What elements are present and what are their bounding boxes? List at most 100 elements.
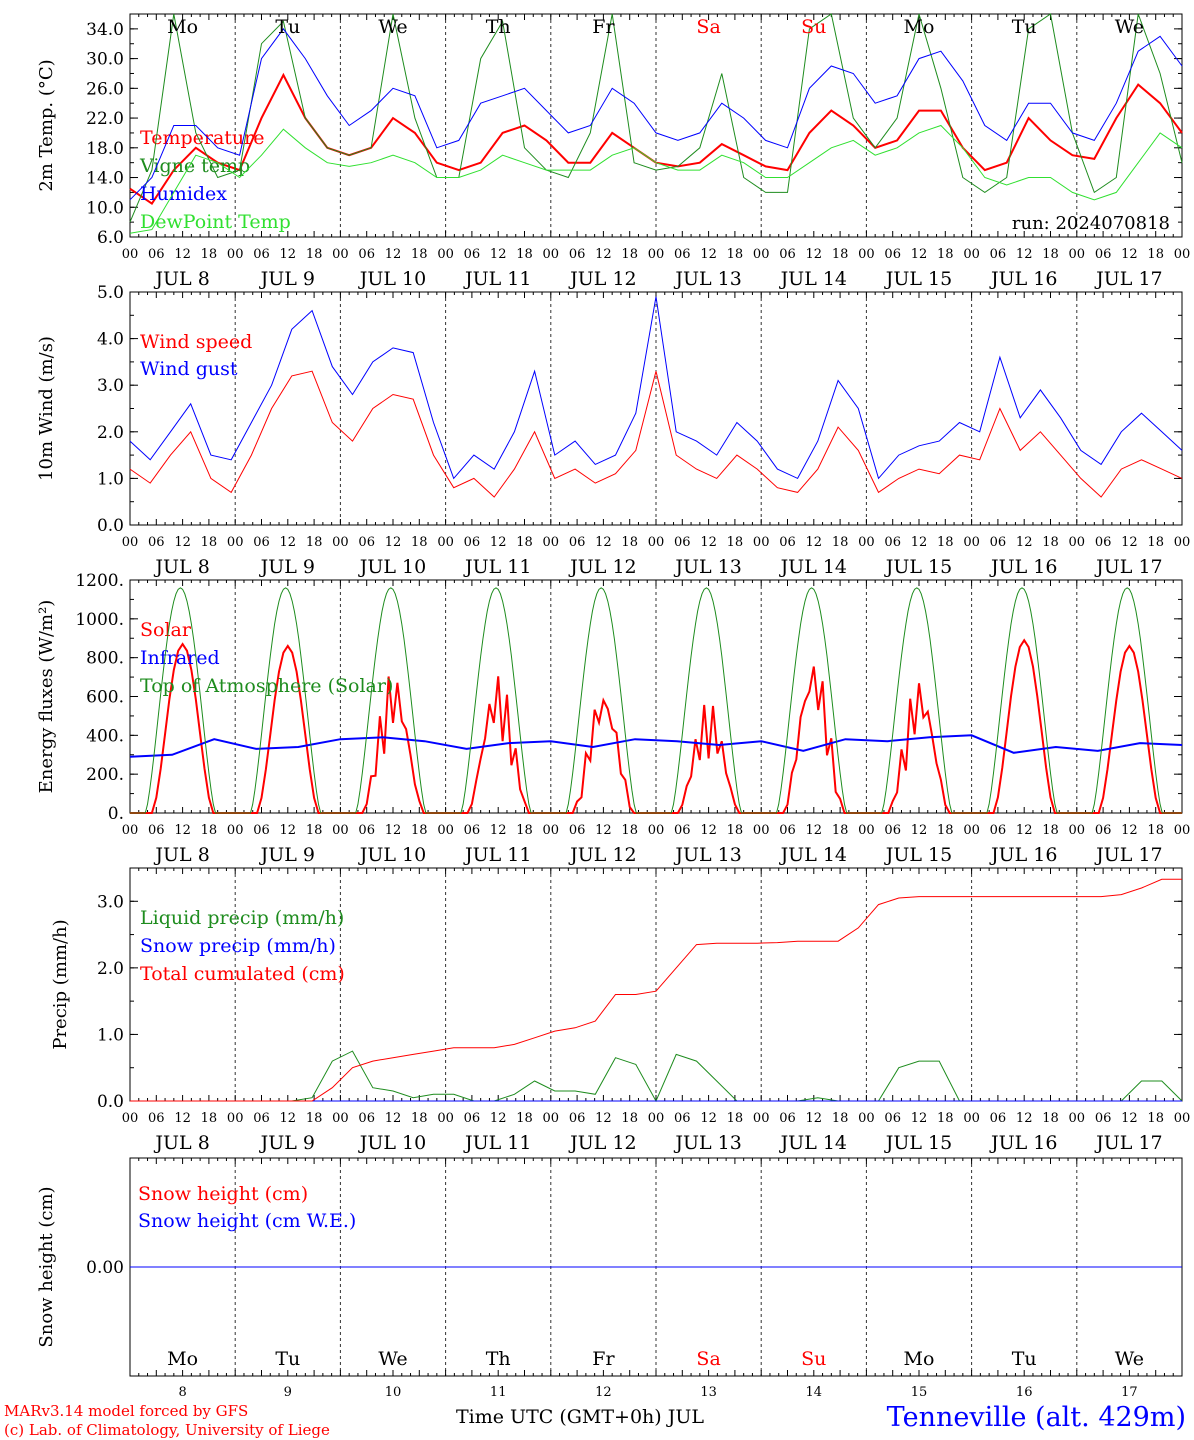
day-name-label: Fr xyxy=(592,1348,615,1370)
date-label: JUL 8 xyxy=(153,844,209,866)
hour-tick-label: 18 xyxy=(516,1111,533,1126)
hour-tick-label: 00 xyxy=(1174,823,1191,838)
day-number-label: 8 xyxy=(178,1385,186,1400)
hour-tick-label: 06 xyxy=(1095,535,1112,550)
hour-tick-label: 00 xyxy=(648,535,665,550)
hour-tick-label: 18 xyxy=(201,247,218,262)
hour-tick-label: 06 xyxy=(779,1111,796,1126)
hour-tick-label: 12 xyxy=(174,535,191,550)
hour-tick-label: 00 xyxy=(858,535,875,550)
legend-entry: Snow height (cm W.E.) xyxy=(138,1210,356,1232)
y-tick-label: 34.0 xyxy=(86,20,124,40)
date-label: JUL 13 xyxy=(673,268,741,290)
hour-tick-label: 00 xyxy=(858,823,875,838)
hour-tick-label: 12 xyxy=(700,247,717,262)
date-label: JUL 11 xyxy=(463,556,531,578)
y-tick-label: 22.0 xyxy=(86,109,124,129)
hour-tick-label: 18 xyxy=(937,535,954,550)
series-line-wind-speed xyxy=(129,370,1183,498)
day-name-label: Tu xyxy=(1012,16,1037,38)
hour-tick-label: 06 xyxy=(674,247,691,262)
hour-tick-label: 00 xyxy=(1069,823,1086,838)
hour-tick-label: 12 xyxy=(595,1111,612,1126)
hour-tick-label: 12 xyxy=(911,247,928,262)
hour-tick-label: 06 xyxy=(253,535,270,550)
date-label: JUL 14 xyxy=(779,556,847,578)
hour-tick-label: 18 xyxy=(516,823,533,838)
hour-tick-label: 00 xyxy=(963,247,980,262)
hour-tick-label: 06 xyxy=(358,1111,375,1126)
date-label: JUL 16 xyxy=(989,844,1057,866)
date-label: JUL 8 xyxy=(153,556,209,578)
day-name-label: Su xyxy=(801,1348,826,1370)
hour-tick-label: 18 xyxy=(832,535,849,550)
hour-tick-label: 06 xyxy=(569,535,586,550)
date-label: JUL 9 xyxy=(259,268,315,290)
hour-tick-label: 18 xyxy=(516,535,533,550)
legend-entry: Snow height (cm) xyxy=(138,1183,308,1205)
y-axis-label: 10m Wind (m/s) xyxy=(36,336,57,481)
date-label: JUL 17 xyxy=(1094,1132,1162,1154)
hour-tick-label: 12 xyxy=(385,823,402,838)
y-tick-label: 600. xyxy=(86,688,124,708)
hour-tick-label: 06 xyxy=(464,247,481,262)
date-label: JUL 14 xyxy=(779,844,847,866)
hour-tick-label: 00 xyxy=(1069,247,1086,262)
series-line-dewpoint-temp xyxy=(129,124,1183,234)
hour-tick-label: 18 xyxy=(937,823,954,838)
hour-tick-label: 06 xyxy=(358,823,375,838)
hour-tick-label: 12 xyxy=(174,1111,191,1126)
hour-tick-label: 12 xyxy=(911,823,928,838)
hour-tick-label: 06 xyxy=(884,247,901,262)
hour-tick-label: 18 xyxy=(621,535,638,550)
hour-tick-label: 00 xyxy=(122,535,139,550)
hour-tick-label: 06 xyxy=(464,1111,481,1126)
hour-tick-label: 00 xyxy=(1174,535,1191,550)
hour-tick-label: 18 xyxy=(832,247,849,262)
y-tick-label: 5.0 xyxy=(97,283,124,303)
hour-tick-label: 18 xyxy=(411,247,428,262)
date-label: JUL 17 xyxy=(1094,844,1162,866)
model-credit: MARv3.14 model forced by GFS xyxy=(4,1402,249,1420)
hour-tick-label: 18 xyxy=(306,1111,323,1126)
day-name-label: Tu xyxy=(275,1348,300,1370)
y-tick-label: 0. xyxy=(108,804,124,824)
y-axis-label: 2m Temp. (°C) xyxy=(36,59,57,191)
hour-tick-label: 18 xyxy=(727,1111,744,1126)
hour-tick-label: 06 xyxy=(884,1111,901,1126)
hour-tick-label: 18 xyxy=(201,535,218,550)
hour-tick-label: 00 xyxy=(332,1111,349,1126)
hour-tick-label: 18 xyxy=(411,535,428,550)
hour-tick-label: 18 xyxy=(727,247,744,262)
hour-tick-label: 18 xyxy=(621,823,638,838)
series-line-vigne-temp xyxy=(129,13,1183,223)
y-tick-label: 200. xyxy=(86,765,124,785)
hour-tick-label: 12 xyxy=(806,823,823,838)
hour-tick-label: 12 xyxy=(1121,535,1138,550)
series-line-liquid-precip-mm-h- xyxy=(130,1050,1183,1103)
hour-tick-label: 12 xyxy=(595,823,612,838)
hour-tick-label: 18 xyxy=(201,1111,218,1126)
series-line-wind-gust xyxy=(129,296,1183,480)
hour-tick-label: 00 xyxy=(963,535,980,550)
hour-tick-label: 18 xyxy=(1042,823,1059,838)
hour-tick-label: 12 xyxy=(1016,823,1033,838)
y-tick-label: 400. xyxy=(86,726,124,746)
hour-tick-label: 06 xyxy=(990,535,1007,550)
date-label: JUL 15 xyxy=(884,844,952,866)
hour-tick-label: 06 xyxy=(148,823,165,838)
hour-tick-label: 06 xyxy=(990,1111,1007,1126)
hour-tick-label: 00 xyxy=(1174,1111,1191,1126)
y-tick-label: 0.00 xyxy=(86,1258,124,1278)
date-label: JUL 10 xyxy=(358,1132,426,1154)
hour-tick-label: 00 xyxy=(753,1111,770,1126)
hour-tick-label: 12 xyxy=(1121,1111,1138,1126)
legend-entry: Humidex xyxy=(140,183,227,205)
day-number-label: 15 xyxy=(911,1385,928,1400)
day-name-label: Th xyxy=(486,16,511,38)
date-label: JUL 13 xyxy=(673,1132,741,1154)
date-label: JUL 12 xyxy=(568,844,636,866)
hour-tick-label: 00 xyxy=(963,823,980,838)
day-name-label: We xyxy=(1115,16,1144,38)
